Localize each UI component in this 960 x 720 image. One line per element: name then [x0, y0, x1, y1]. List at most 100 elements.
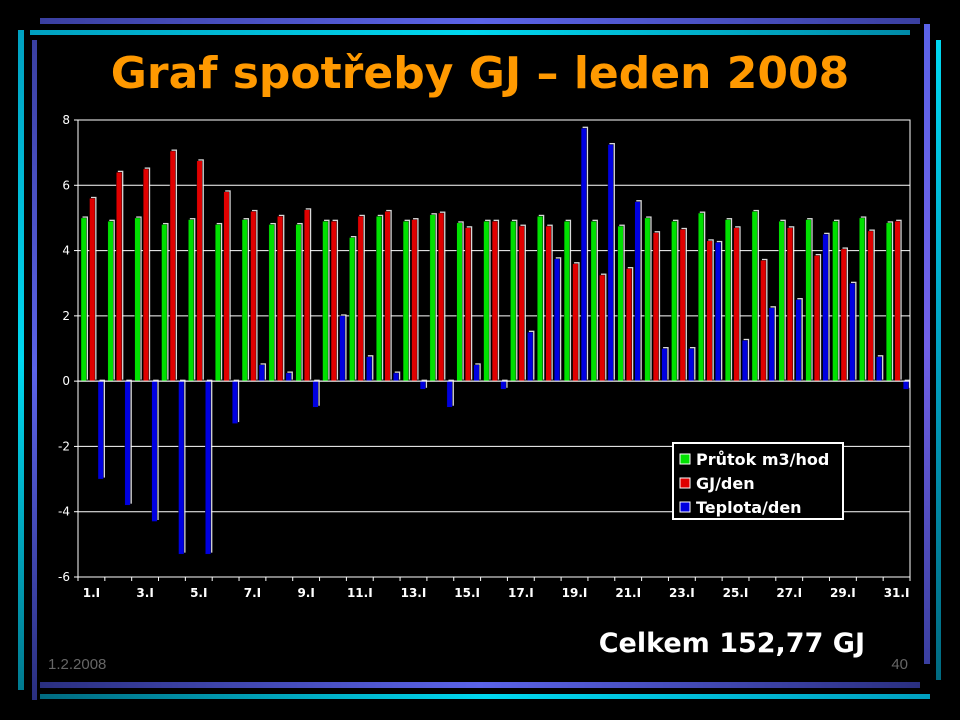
bar-teplota-den-13I — [419, 380, 426, 390]
bar-teplota-den-18I — [554, 258, 560, 382]
bar-pr-tok-m3-hod-4I — [161, 224, 168, 382]
bar-teplota-den-24I — [715, 242, 721, 382]
total-label: Celkem 152,77 GJ — [598, 628, 865, 659]
bar-pr-tok-m3-hod-15I — [456, 222, 463, 382]
y-tick-label: -6 — [58, 570, 70, 584]
slide-date: 1.2.2008 — [48, 656, 107, 673]
bar-gj-den-8I — [277, 216, 284, 382]
bar-pr-tok-m3-hod-30I — [859, 217, 866, 382]
bar-pr-tok-m3-hod-20I — [590, 220, 597, 382]
bar-gj-den-28I — [813, 255, 820, 382]
bar-gj-den-11I — [357, 216, 364, 382]
bar-teplota-den-19I — [580, 127, 587, 382]
bar-teplota-den-15I — [473, 364, 480, 382]
slide-number: 40 — [891, 656, 908, 673]
bar-teplota-den-14I — [446, 380, 453, 408]
bar-pr-tok-m3-hod-28I — [805, 219, 812, 382]
frame-bar-bottom-cyan — [40, 694, 930, 699]
bar-gj-den-1I — [89, 198, 96, 382]
bar-teplota-den-28I — [822, 234, 829, 382]
bar-teplota-den-26I — [768, 307, 775, 382]
x-tick-label: 7.I — [244, 586, 261, 600]
chart-bars — [80, 126, 911, 555]
bar-gj-den-13I — [411, 219, 418, 382]
bar-teplota-den-12I — [393, 372, 399, 382]
x-tick-label: 17.I — [508, 586, 534, 600]
bar-teplota-den-4I — [178, 380, 185, 555]
bar-gj-den-10I — [330, 220, 337, 382]
bar-teplota-den-2I — [124, 380, 131, 506]
y-tick-label: 8 — [62, 113, 70, 127]
y-tick-label: -4 — [58, 505, 70, 519]
legend-swatch — [679, 501, 691, 513]
x-tick-label: 3.I — [136, 586, 153, 600]
bar-gj-den-15I — [465, 227, 471, 382]
y-tick-label: -2 — [58, 439, 70, 453]
bar-pr-tok-m3-hod-24I — [698, 212, 704, 382]
x-tick-label: 27.I — [776, 586, 802, 600]
bar-pr-tok-m3-hod-19I — [563, 220, 570, 382]
bar-teplota-den-30I — [876, 356, 883, 382]
legend-label: Průtok m3/hod — [696, 450, 829, 469]
y-tick-label: 6 — [62, 178, 70, 192]
bar-teplota-den-20I — [607, 144, 614, 382]
bar-gj-den-17I — [518, 225, 525, 382]
bar-teplota-den-5I — [205, 380, 212, 555]
bar-pr-tok-m3-hod-31I — [885, 222, 892, 382]
bar-teplota-den-22I — [661, 348, 668, 382]
bar-teplota-den-17I — [527, 331, 534, 382]
bar-teplota-den-6I — [231, 380, 238, 424]
x-tick-label: 23.I — [669, 586, 695, 600]
bar-gj-den-12I — [384, 211, 391, 382]
slide-title: Graf spotřeby GJ – leden 2008 — [110, 48, 850, 99]
y-tick-label: 0 — [62, 374, 70, 388]
legend-inner — [674, 444, 842, 518]
x-tick-label: 21.I — [615, 586, 641, 600]
bar-pr-tok-m3-hod-1I — [80, 217, 87, 382]
bar-gj-den-22I — [652, 232, 659, 382]
bar-pr-tok-m3-hod-21I — [617, 225, 624, 382]
bar-gj-den-3I — [142, 168, 149, 382]
legend-swatch — [679, 453, 691, 465]
bar-gj-den-29I — [840, 248, 847, 382]
bar-gj-den-7I — [250, 211, 257, 382]
bar-pr-tok-m3-hod-18I — [537, 216, 543, 382]
bar-teplota-den-25I — [741, 340, 748, 382]
frame-bar-top — [40, 18, 920, 24]
bar-chart: -6 -4 -2 0 2 4 6 8 1.I 3.I 5.I 7.I 9.I 11.I 13.I 15.I 17… — [58, 113, 911, 600]
bar-pr-tok-m3-hod-10I — [322, 220, 329, 382]
bar-pr-tok-m3-hod-22I — [644, 217, 651, 382]
bar-teplota-den-31I — [902, 380, 909, 390]
bar-pr-tok-m3-hod-25I — [724, 219, 731, 382]
bar-gj-den-24I — [706, 240, 713, 382]
bar-gj-den-20I — [599, 274, 606, 382]
bar-gj-den-25I — [733, 227, 740, 382]
bar-pr-tok-m3-hod-26I — [751, 211, 758, 382]
bar-teplota-den-3I — [151, 380, 158, 522]
legend-swatch — [679, 477, 691, 489]
bar-teplota-den-10I — [339, 315, 346, 382]
x-tick-label: 31.I — [884, 586, 910, 600]
bar-pr-tok-m3-hod-12I — [376, 216, 382, 382]
y-tick-label: 4 — [62, 244, 70, 258]
bar-teplota-den-8I — [285, 372, 292, 382]
bar-gj-den-16I — [491, 220, 498, 382]
frame-bar-left — [18, 30, 24, 690]
bar-gj-den-26I — [760, 260, 767, 382]
x-tick-label: 13.I — [401, 586, 427, 600]
bar-teplota-den-9I — [312, 380, 319, 408]
bar-gj-den-6I — [223, 191, 230, 382]
bar-pr-tok-m3-hod-5I — [188, 219, 195, 382]
bar-gj-den-23I — [679, 229, 686, 382]
bar-gj-den-30I — [867, 230, 874, 382]
bar-gj-den-21I — [626, 268, 632, 382]
bar-pr-tok-m3-hod-17I — [510, 220, 517, 382]
bar-pr-tok-m3-hod-7I — [241, 219, 248, 382]
frame-bar-left-blue — [32, 40, 37, 700]
bar-pr-tok-m3-hod-27I — [778, 220, 785, 382]
bar-pr-tok-m3-hod-8I — [268, 224, 275, 382]
bar-teplota-den-1I — [97, 380, 104, 480]
bar-gj-den-27I — [787, 227, 794, 382]
bar-teplota-den-21I — [634, 201, 641, 382]
bar-gj-den-18I — [545, 225, 552, 382]
